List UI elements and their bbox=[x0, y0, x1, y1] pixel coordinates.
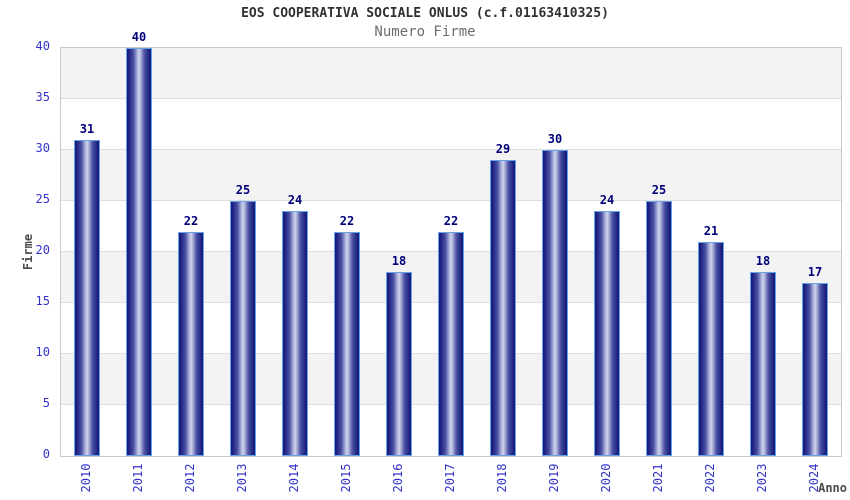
x-tick-label: 2017 bbox=[443, 463, 457, 493]
x-axis-title: Anno bbox=[818, 481, 847, 495]
bar bbox=[334, 231, 360, 456]
x-tick-label: 2014 bbox=[287, 463, 301, 493]
bar-value-label: 21 bbox=[703, 223, 719, 238]
bar bbox=[282, 211, 308, 456]
y-tick-label: 15 bbox=[35, 294, 50, 308]
bar-value-label: 22 bbox=[183, 213, 199, 228]
bar bbox=[594, 211, 620, 456]
bar bbox=[178, 231, 204, 456]
x-tick-label: 2011 bbox=[131, 463, 145, 493]
y-tick-label: 25 bbox=[35, 192, 50, 206]
x-tick-label: 2020 bbox=[599, 463, 613, 493]
plot-area: 31 40 22 25 24 22 18 22 29 30 24 25 21 18 17 bbox=[60, 30, 842, 457]
bar bbox=[438, 231, 464, 456]
bar-value-label: 17 bbox=[807, 264, 823, 279]
x-tick-label: 2021 bbox=[651, 463, 665, 493]
plot-band bbox=[61, 48, 841, 99]
chart-title: EOS COOPERATIVA SOCIALE ONLUS (c.f.01163… bbox=[241, 6, 609, 21]
y-tick-label: 5 bbox=[42, 396, 50, 410]
x-tick-label: 2019 bbox=[547, 463, 561, 493]
bar-value-label: 18 bbox=[755, 254, 771, 269]
bar bbox=[386, 272, 412, 456]
y-tick-label: 40 bbox=[35, 39, 50, 53]
x-tick-label: 2023 bbox=[755, 463, 769, 493]
bar-value-label: 18 bbox=[391, 254, 407, 269]
x-tick-label: 2012 bbox=[183, 463, 197, 493]
bar bbox=[74, 139, 100, 456]
y-tick-label: 0 bbox=[42, 447, 50, 461]
gridline bbox=[61, 149, 841, 150]
bar bbox=[230, 201, 256, 456]
bar-value-label: 24 bbox=[599, 193, 615, 208]
bar-value-label: 30 bbox=[547, 132, 563, 146]
bar-value-label: 22 bbox=[339, 213, 355, 228]
x-tick-label: 2010 bbox=[79, 463, 93, 493]
bar-value-label: 24 bbox=[287, 193, 303, 208]
gridline bbox=[61, 98, 841, 99]
bar-value-label: 31 bbox=[79, 121, 95, 136]
plot-band bbox=[61, 150, 841, 201]
bar bbox=[646, 201, 672, 456]
x-tick-label: 2018 bbox=[495, 463, 509, 493]
bar bbox=[490, 160, 516, 456]
y-tick-label: 20 bbox=[35, 243, 50, 257]
x-tick-label: 2016 bbox=[391, 463, 405, 493]
bar bbox=[750, 272, 776, 456]
y-tick-label: 35 bbox=[35, 90, 50, 104]
bar-value-label: 22 bbox=[443, 213, 459, 228]
bar bbox=[126, 48, 152, 456]
bar-value-label: 25 bbox=[651, 183, 667, 197]
chart-subtitle: Numero Firme bbox=[374, 24, 476, 40]
y-tick-label: 30 bbox=[35, 141, 50, 155]
bar-value-label: 25 bbox=[235, 183, 251, 197]
bar-value-label: 29 bbox=[495, 142, 511, 157]
x-tick-label: 2013 bbox=[235, 463, 249, 493]
bar bbox=[542, 150, 568, 456]
bar-value-label: 40 bbox=[131, 30, 147, 44]
x-tick-label: 2015 bbox=[339, 463, 353, 493]
gridline bbox=[61, 200, 841, 201]
x-tick-label: 2022 bbox=[703, 463, 717, 493]
bar bbox=[698, 241, 724, 456]
y-tick-label: 10 bbox=[35, 345, 50, 359]
bar bbox=[802, 282, 828, 456]
